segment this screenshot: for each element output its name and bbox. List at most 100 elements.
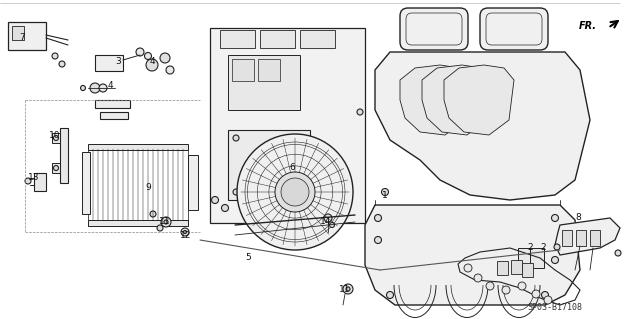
Circle shape [166, 66, 174, 74]
Circle shape [541, 292, 548, 299]
Circle shape [343, 284, 353, 294]
Bar [12, 26, 24, 40]
Polygon shape [555, 218, 620, 255]
Bar [52, 133, 60, 143]
Circle shape [281, 178, 309, 206]
Bar [88, 220, 188, 226]
Circle shape [146, 59, 158, 71]
Circle shape [275, 172, 315, 212]
Circle shape [136, 48, 144, 56]
Circle shape [145, 53, 152, 60]
Text: 9: 9 [145, 183, 151, 192]
Bar [522, 263, 533, 277]
Bar [497, 261, 508, 275]
Circle shape [54, 166, 58, 170]
Circle shape [357, 109, 363, 115]
Bar [188, 155, 198, 210]
Bar [228, 55, 300, 110]
Bar [576, 230, 586, 246]
Circle shape [237, 134, 353, 250]
Text: 4: 4 [149, 57, 155, 66]
Circle shape [211, 197, 218, 204]
Text: 14: 14 [320, 218, 332, 226]
Text: 4: 4 [107, 80, 113, 90]
Circle shape [554, 244, 560, 250]
Text: 7: 7 [19, 33, 25, 42]
Polygon shape [422, 65, 492, 135]
Text: 2: 2 [540, 243, 546, 253]
Bar [300, 30, 335, 48]
Circle shape [164, 220, 168, 224]
Circle shape [81, 85, 86, 91]
Circle shape [59, 61, 65, 67]
Circle shape [233, 135, 239, 141]
Bar [511, 260, 522, 274]
Circle shape [150, 211, 156, 217]
Circle shape [221, 204, 228, 211]
Bar [228, 130, 310, 200]
Bar [210, 28, 365, 223]
Bar [88, 144, 188, 150]
Text: FR.: FR. [579, 21, 597, 31]
Text: 1: 1 [382, 190, 388, 199]
Circle shape [474, 274, 482, 282]
Text: 6: 6 [289, 164, 295, 173]
Circle shape [374, 214, 381, 221]
Circle shape [374, 236, 381, 243]
Bar [8, 22, 46, 50]
Text: 10: 10 [49, 130, 61, 139]
Bar [34, 173, 46, 191]
Circle shape [532, 290, 540, 298]
Text: 13: 13 [28, 174, 40, 182]
Bar [258, 59, 280, 81]
Circle shape [518, 282, 526, 290]
Bar [82, 152, 90, 214]
Circle shape [52, 53, 58, 59]
Circle shape [552, 256, 559, 263]
Circle shape [99, 84, 107, 92]
Text: 8: 8 [575, 213, 581, 222]
Polygon shape [375, 52, 590, 200]
Circle shape [544, 296, 552, 304]
Circle shape [160, 53, 170, 63]
Bar [562, 230, 572, 246]
Text: 11: 11 [339, 286, 351, 294]
Circle shape [324, 214, 332, 222]
Bar [52, 163, 60, 173]
Polygon shape [365, 205, 580, 305]
Polygon shape [400, 65, 470, 135]
Bar [232, 59, 254, 81]
Circle shape [233, 189, 239, 195]
Bar [518, 248, 532, 268]
Polygon shape [444, 65, 514, 135]
Circle shape [615, 250, 621, 256]
Bar [88, 148, 188, 220]
Circle shape [184, 231, 186, 234]
Bar [220, 30, 255, 48]
Bar [590, 230, 600, 246]
Circle shape [381, 189, 388, 196]
Circle shape [161, 217, 171, 227]
Circle shape [464, 264, 472, 272]
Circle shape [181, 228, 189, 236]
Bar [530, 248, 544, 268]
Text: 3: 3 [115, 57, 121, 66]
Bar [95, 55, 123, 71]
FancyBboxPatch shape [400, 8, 468, 50]
Circle shape [346, 287, 350, 291]
Circle shape [54, 136, 58, 140]
Circle shape [299, 135, 305, 141]
Text: 5: 5 [245, 254, 251, 263]
Circle shape [387, 292, 394, 299]
Polygon shape [100, 112, 128, 119]
Circle shape [552, 214, 559, 221]
Text: 12: 12 [180, 231, 192, 240]
Circle shape [330, 222, 335, 227]
Circle shape [299, 189, 305, 195]
Circle shape [502, 286, 510, 294]
FancyBboxPatch shape [480, 8, 548, 50]
Circle shape [486, 282, 494, 290]
Bar [260, 30, 295, 48]
Circle shape [25, 178, 31, 184]
Text: 2: 2 [527, 243, 533, 253]
